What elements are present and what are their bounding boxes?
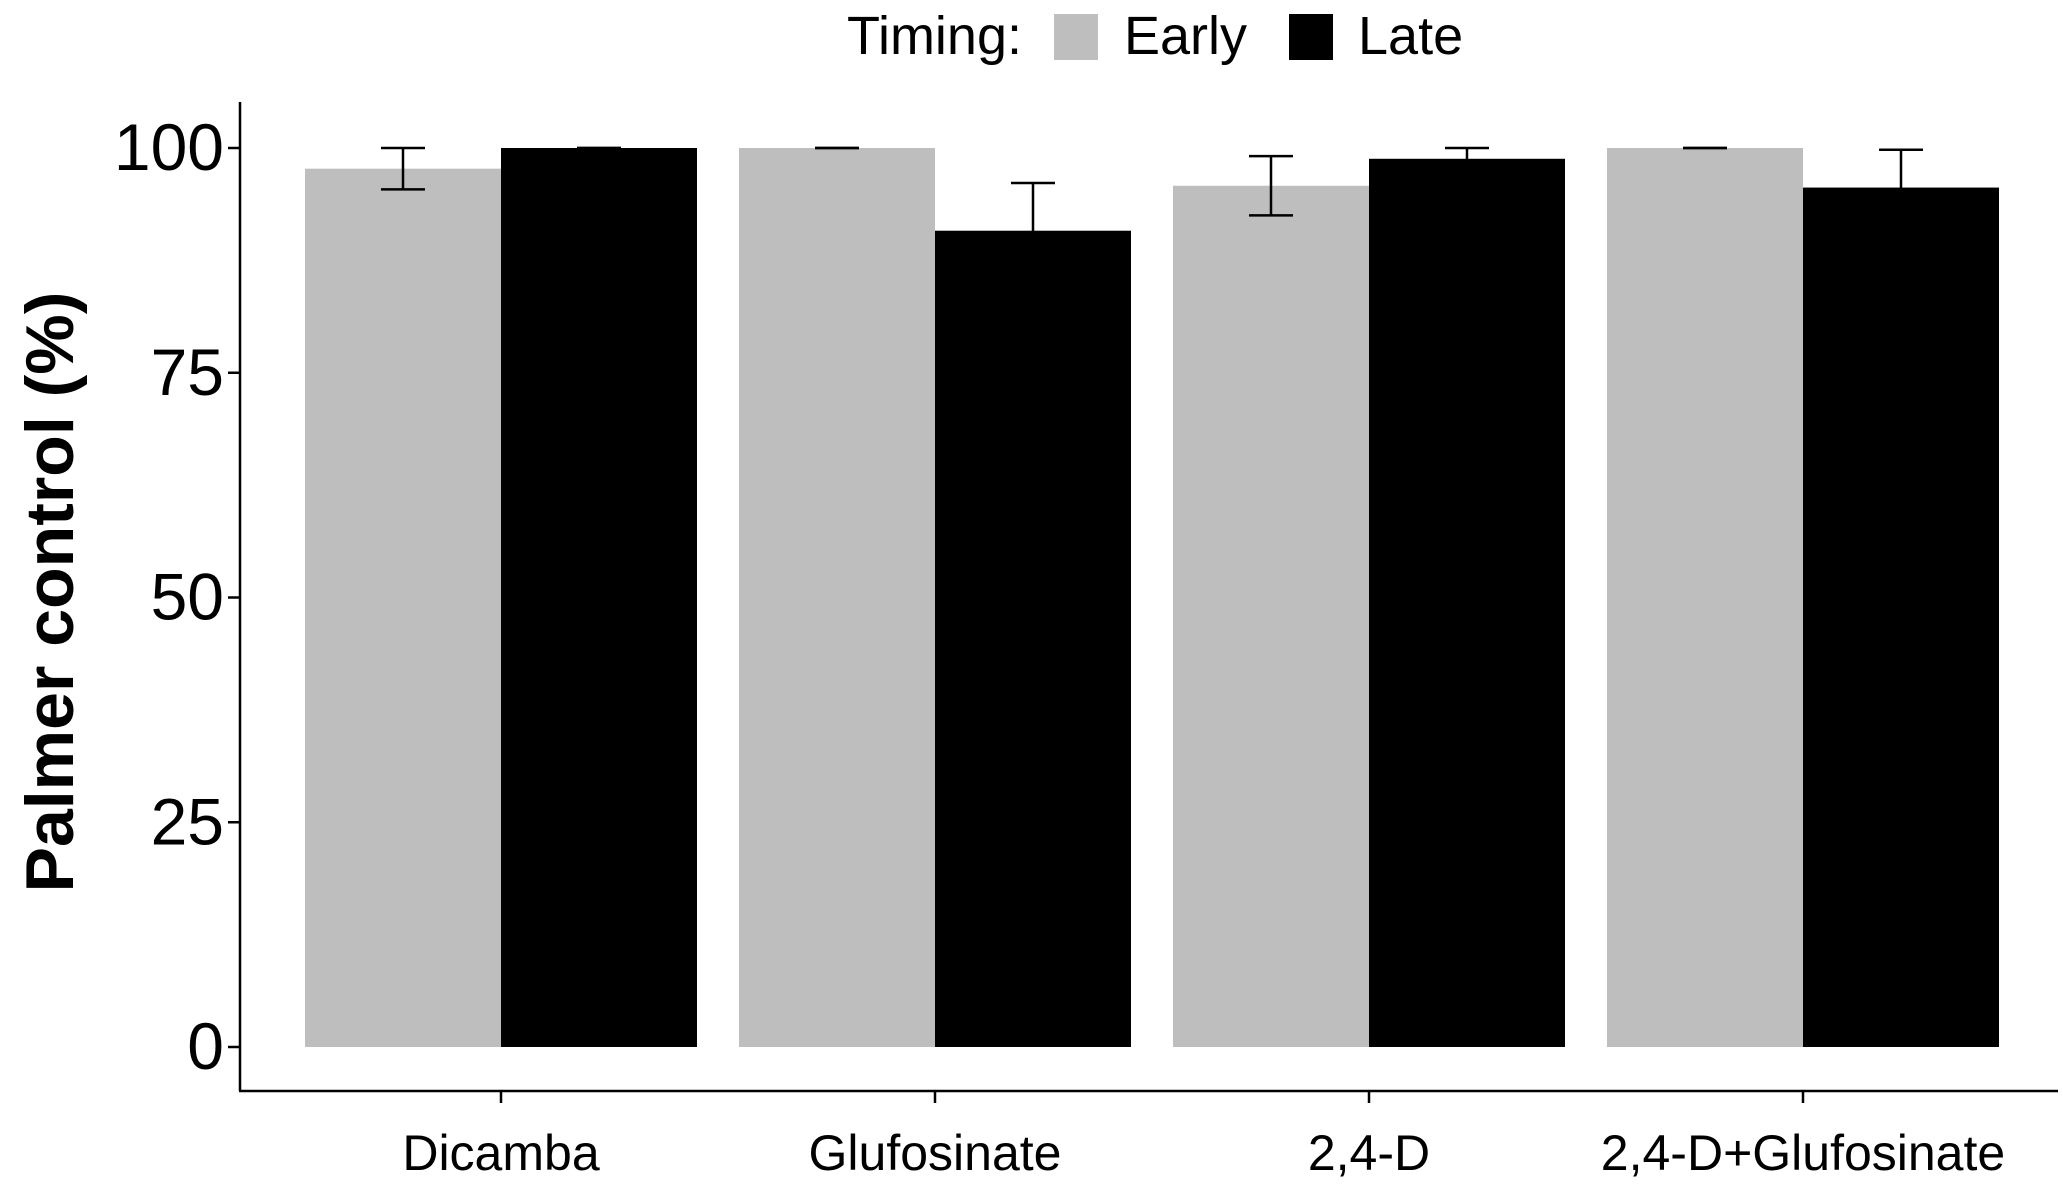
legend-title: Timing:	[847, 6, 1022, 66]
legend-label-early: Early	[1124, 6, 1247, 66]
y-tick-label: 25	[151, 784, 224, 858]
bar-early-0	[305, 168, 501, 1047]
y-tick-label: 100	[114, 110, 224, 184]
legend-swatch-early	[1054, 14, 1098, 60]
x-tick-label: 2,4-D	[1308, 1125, 1430, 1181]
legend-label-late: Late	[1358, 6, 1463, 66]
y-tick-label: 0	[187, 1009, 224, 1083]
y-tick-label: 75	[151, 335, 224, 409]
legend: Timing: Early Late	[847, 6, 1463, 66]
bar-early-1	[739, 148, 935, 1047]
axes: Palmer control (%) Dicamba Glufosinate 2,4…	[12, 102, 2058, 1181]
bar-late-2	[1369, 158, 1565, 1048]
legend-swatch-late	[1289, 14, 1333, 60]
bar-late-0	[501, 148, 697, 1047]
x-tick-label: 2,4-D+Glufosinate	[1601, 1125, 2005, 1181]
bar-late-3	[1803, 187, 1999, 1047]
x-tick-label: Dicamba	[402, 1125, 599, 1181]
x-tick-label: Glufosinate	[809, 1125, 1062, 1181]
plot-area	[305, 146, 1999, 1048]
y-tick-label: 50	[151, 560, 224, 634]
y-axis-label: Palmer control (%)	[12, 292, 88, 893]
bar-early-3	[1607, 148, 1803, 1047]
bar-early-2	[1173, 185, 1369, 1047]
bar-late-1	[935, 230, 1131, 1047]
